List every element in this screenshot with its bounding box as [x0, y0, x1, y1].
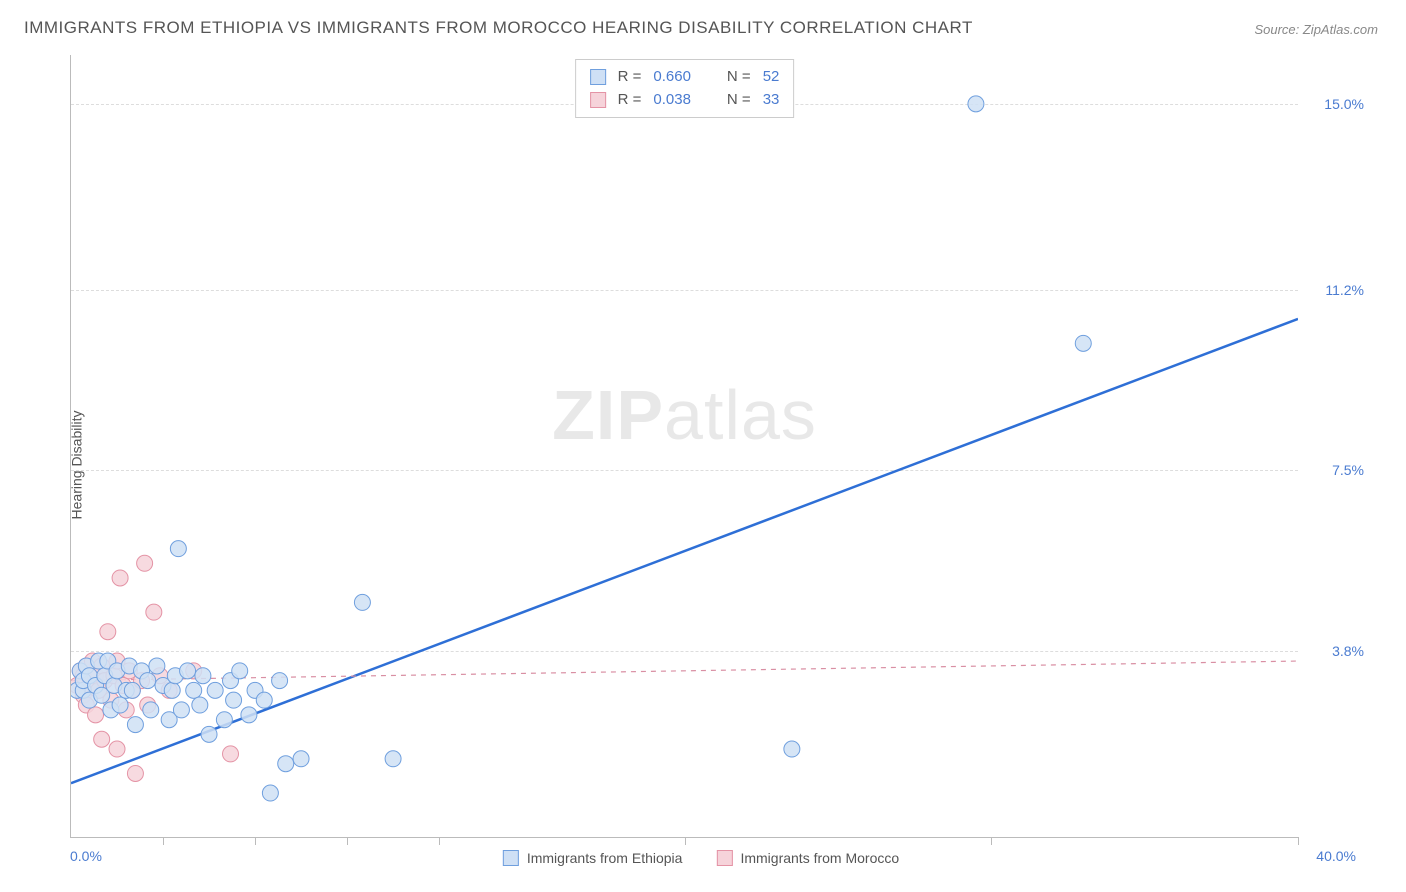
x-axis-max-label: 40.0%	[1316, 848, 1356, 864]
n-label: N =	[727, 89, 751, 112]
legend-label-ethiopia: Immigrants from Ethiopia	[527, 850, 683, 866]
legend-item-ethiopia: Immigrants from Ethiopia	[503, 850, 683, 866]
data-point	[127, 765, 143, 781]
y-tick-label: 7.5%	[1332, 462, 1364, 478]
data-point	[143, 702, 159, 718]
legend-label-morocco: Immigrants from Morocco	[740, 850, 899, 866]
data-point	[164, 682, 180, 698]
data-point	[262, 785, 278, 801]
data-point	[201, 726, 217, 742]
series-legend: Immigrants from Ethiopia Immigrants from…	[503, 850, 899, 866]
x-tick	[255, 837, 256, 845]
source-attribution: Source: ZipAtlas.com	[1254, 22, 1378, 37]
data-point	[272, 673, 288, 689]
y-tick-label: 15.0%	[1324, 96, 1364, 112]
trend-line	[71, 661, 1298, 681]
data-point	[124, 682, 140, 698]
data-point	[88, 707, 104, 723]
legend-row-ethiopia: R = 0.660 N = 52	[590, 66, 780, 89]
data-point	[354, 594, 370, 610]
data-point	[94, 731, 110, 747]
data-point	[293, 751, 309, 767]
x-tick	[685, 837, 686, 845]
x-axis-min-label: 0.0%	[70, 848, 102, 864]
data-point	[784, 741, 800, 757]
data-point	[170, 541, 186, 557]
legend-item-morocco: Immigrants from Morocco	[716, 850, 899, 866]
data-point	[207, 682, 223, 698]
plot-area: R = 0.660 N = 52 R = 0.038 N = 33 ZIPatl…	[70, 55, 1298, 838]
x-tick	[163, 837, 164, 845]
x-tick	[439, 837, 440, 845]
data-point	[385, 751, 401, 767]
r-value-ethiopia: 0.660	[653, 66, 691, 89]
data-point	[180, 663, 196, 679]
y-tick-label: 3.8%	[1332, 643, 1364, 659]
data-point	[256, 692, 272, 708]
data-point	[241, 707, 257, 723]
chart-title: IMMIGRANTS FROM ETHIOPIA VS IMMIGRANTS F…	[24, 18, 973, 38]
data-point	[226, 692, 242, 708]
correlation-legend: R = 0.660 N = 52 R = 0.038 N = 33	[575, 59, 795, 118]
source-prefix: Source:	[1254, 22, 1302, 37]
data-point	[968, 96, 984, 112]
n-value-morocco: 33	[763, 89, 780, 112]
data-point	[100, 624, 116, 640]
data-point	[109, 741, 125, 757]
data-point	[195, 668, 211, 684]
data-point	[232, 663, 248, 679]
x-tick	[1298, 837, 1299, 845]
data-point	[223, 746, 239, 762]
y-tick-label: 11.2%	[1325, 282, 1364, 298]
x-tick	[347, 837, 348, 845]
data-point	[1075, 335, 1091, 351]
legend-swatch-icon	[716, 850, 732, 866]
data-point	[192, 697, 208, 713]
data-point	[146, 604, 162, 620]
data-point	[186, 682, 202, 698]
data-point	[216, 712, 232, 728]
data-point	[149, 658, 165, 674]
n-label: N =	[727, 66, 751, 89]
data-point	[112, 570, 128, 586]
data-point	[127, 717, 143, 733]
data-point	[278, 756, 294, 772]
r-label: R =	[618, 89, 642, 112]
n-value-ethiopia: 52	[763, 66, 780, 89]
legend-swatch-icon	[503, 850, 519, 866]
data-point	[137, 555, 153, 571]
r-value-morocco: 0.038	[653, 89, 691, 112]
legend-swatch-ethiopia	[590, 69, 606, 85]
x-tick	[991, 837, 992, 845]
scatter-svg	[71, 55, 1298, 837]
source-name: ZipAtlas.com	[1303, 22, 1378, 37]
data-point	[173, 702, 189, 718]
r-label: R =	[618, 66, 642, 89]
legend-swatch-morocco	[590, 92, 606, 108]
data-point	[140, 673, 156, 689]
chart-container: Hearing Disability R = 0.660 N = 52 R = …	[24, 55, 1378, 874]
data-point	[112, 697, 128, 713]
legend-row-morocco: R = 0.038 N = 33	[590, 89, 780, 112]
